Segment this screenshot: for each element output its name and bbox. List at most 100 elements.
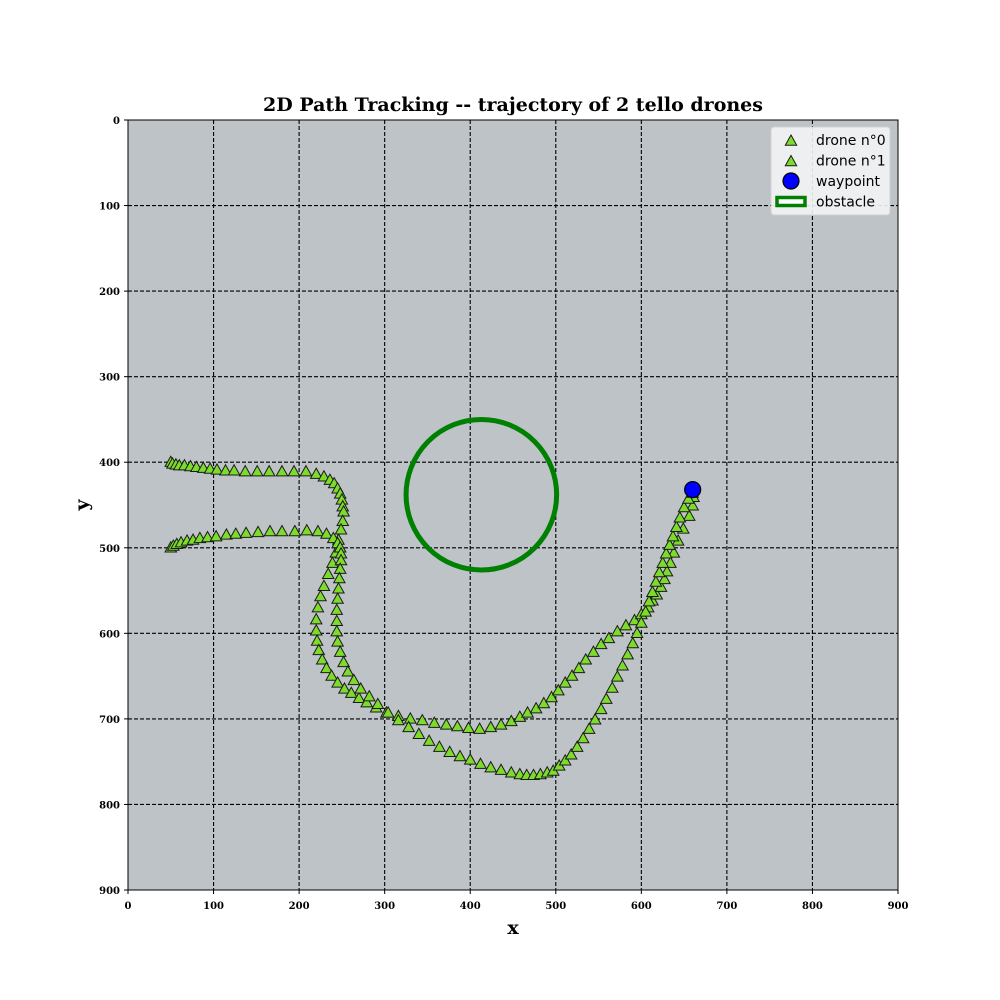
grid-lines [128,120,898,890]
plot-area [127,119,899,891]
data-point [677,500,691,513]
x-tick-label: 100 [203,901,224,912]
data-point [484,720,498,733]
data-point [371,697,385,710]
y-axis-label: y [71,499,93,512]
data-point [639,604,653,617]
data-point [412,727,426,739]
data-point [311,600,325,613]
data-point [321,567,335,579]
data-point [337,681,352,694]
y-tick-label: 400 [99,458,120,469]
data-point [310,634,324,646]
x-tick-label: 900 [888,901,909,912]
data-point [288,524,302,537]
data-point [610,624,624,637]
x-tick-label: 300 [374,901,395,912]
data-point [311,524,325,537]
data-point [588,712,602,725]
data-point [250,464,264,477]
data-point [473,722,487,734]
data-point [610,669,624,682]
y-tick-label: 600 [99,629,120,640]
data-point [251,525,265,538]
data-point [576,731,590,744]
y-tick-label: 500 [99,544,120,555]
x-tick-label: 200 [289,901,310,912]
data-point [333,645,347,657]
legend-box [770,126,891,216]
legend-marker [784,133,798,146]
data-point [579,652,593,665]
data-point [602,631,616,644]
data-point [484,760,498,773]
waypoint-point [684,481,702,499]
series-2 [684,481,702,499]
data-point [669,520,683,532]
data-point [652,565,666,578]
data-point [666,529,680,542]
data-point [686,498,700,511]
data-point [309,467,323,479]
data-point [673,510,687,523]
data-point [219,527,233,540]
data-point [663,556,677,568]
data-point [615,658,630,671]
data-point [634,616,648,628]
legend-label: drone n°1 [816,154,886,170]
y-tick-label: 800 [99,800,120,811]
y-tick-label: 100 [99,202,120,213]
x-tick-label: 600 [631,901,652,912]
legend-label: obstacle [816,195,875,211]
data-point [565,669,579,681]
data-point [238,464,252,477]
data-point [572,661,586,674]
data-point [627,613,642,626]
data-point [605,681,619,693]
data-point [210,462,224,475]
data-point [229,527,243,539]
data-point [558,675,572,688]
data-point [275,464,289,477]
data-point [331,675,345,688]
data-point [630,626,644,639]
y-axis-ticks: 0 100 200 300 400 500 600 700 800 900 [99,116,128,897]
data-point [299,464,313,477]
legend-marker [782,172,800,190]
data-point [319,527,334,539]
plot-frame [127,119,899,891]
y-tick-label: 0 [113,116,120,127]
data-point [564,747,578,760]
obstacle-layer [403,416,560,573]
x-tick-label: 500 [545,901,566,912]
data-point [354,681,368,694]
legend-label: drone n°0 [816,133,886,149]
data-point [309,623,323,636]
data-point [682,509,696,521]
data-point [352,691,366,704]
data-point [362,689,376,702]
data-point [473,757,488,769]
data-point [570,740,584,752]
data-point [432,740,446,752]
data-point [341,664,355,677]
data-point [331,592,345,604]
data-point [642,594,656,607]
data-point [594,637,608,650]
data-point [262,464,276,477]
data-point [427,716,441,728]
data-point [656,556,670,568]
data-point [336,514,350,526]
data-point [582,722,596,734]
data-point [443,745,457,757]
data-point [330,624,344,637]
data-point [402,720,416,733]
data-point [450,719,464,732]
data-point [415,713,429,726]
data-point [227,463,241,476]
chart-title: 2D Path Tracking -- trajectory of 2 tell… [263,94,763,116]
data-point [263,524,277,537]
data-point [275,524,289,537]
data-point [558,753,572,766]
